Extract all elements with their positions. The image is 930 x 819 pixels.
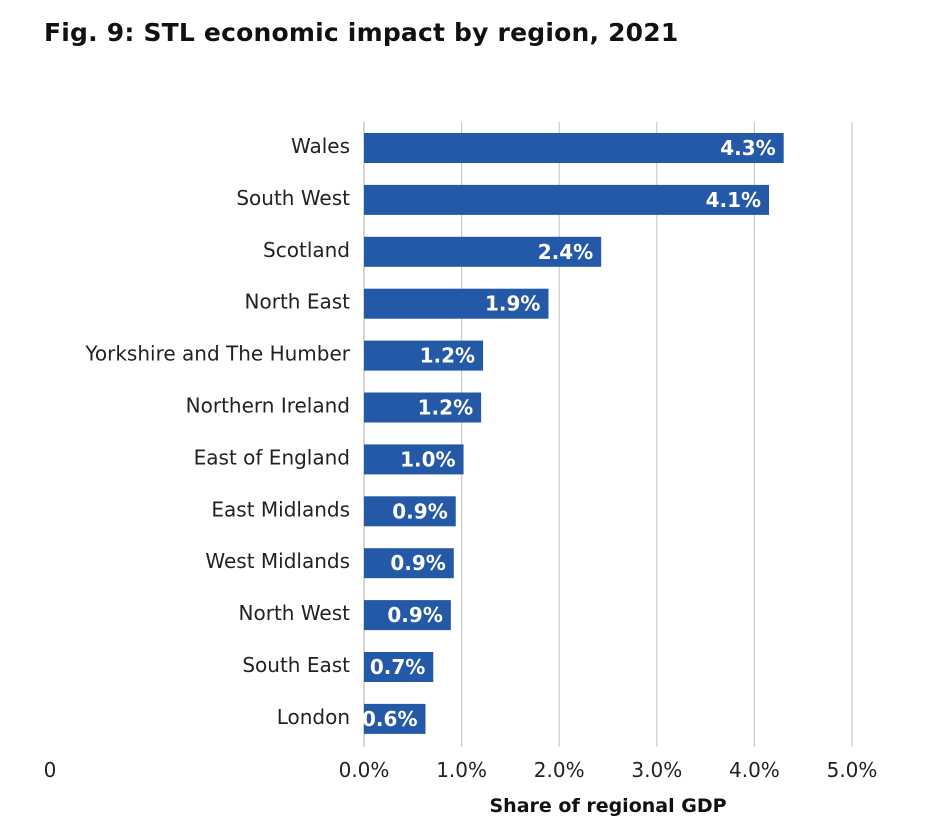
x-axis-title: Share of regional GDP xyxy=(489,795,726,817)
category-label: London xyxy=(277,705,350,729)
category-labels: Wales South West Scotland North East Yorkshi… xyxy=(84,134,350,729)
x-tick-labels: 0.0% 1.0% 2.0% 3.0% 4.0% 5.0% xyxy=(339,758,878,782)
bar xyxy=(364,703,426,734)
category-label: South West xyxy=(236,186,350,210)
bar-value-label: 0.9% xyxy=(392,499,447,523)
bar-value-label: 4.1% xyxy=(706,188,761,212)
bar-value-label: 0.9% xyxy=(390,551,445,575)
bar xyxy=(364,600,451,631)
bar xyxy=(364,496,456,527)
category-label: South East xyxy=(242,653,350,677)
category-label: Wales xyxy=(291,134,350,158)
category-label: West Midlands xyxy=(205,549,350,573)
bar xyxy=(364,548,454,579)
x-tick-label: 2.0% xyxy=(534,758,585,782)
bar-value-label: 2.4% xyxy=(538,240,593,264)
category-label: Yorkshire and The Humber xyxy=(84,342,350,366)
gridlines xyxy=(363,122,853,747)
bar-value-label: 0.7% xyxy=(370,655,425,679)
bar xyxy=(364,444,464,475)
category-label: Northern Ireland xyxy=(186,394,350,418)
x-tick-label: 1.0% xyxy=(436,758,487,782)
category-label: North West xyxy=(239,601,351,625)
bar xyxy=(364,133,784,163)
bar-value-label: 1.9% xyxy=(485,292,540,316)
chart-title: Fig. 9: STL economic impact by region, 2… xyxy=(44,18,679,47)
bar-value-label: 0.6% xyxy=(362,707,417,731)
bar-value-label: 1.0% xyxy=(400,447,455,471)
bar xyxy=(364,340,484,371)
bar xyxy=(364,288,549,319)
bar xyxy=(364,652,434,682)
x-tick-label: 4.0% xyxy=(729,758,780,782)
x-tick-label: 0.0% xyxy=(339,758,390,782)
category-label: Scotland xyxy=(263,238,350,262)
x-tick-label: 5.0% xyxy=(827,758,878,782)
category-label: East of England xyxy=(194,445,350,469)
bar-value-label: 0.9% xyxy=(387,603,442,627)
category-label: North East xyxy=(245,290,351,314)
stray-zero-label: 0 xyxy=(44,758,57,782)
bar xyxy=(364,392,482,423)
bars: 4.3% 4.1% 2.4% 1.9% 1.2% 1.2% 1.0% 0.9% 0.9% 0.9%… xyxy=(362,133,784,734)
bar-value-label: 1.2% xyxy=(418,396,473,420)
bar xyxy=(364,236,602,267)
bar xyxy=(364,184,770,215)
category-label: East Midlands xyxy=(211,497,350,521)
bar-value-label: 4.3% xyxy=(720,136,775,160)
x-tick-label: 3.0% xyxy=(631,758,682,782)
bar-value-label: 1.2% xyxy=(420,344,475,368)
